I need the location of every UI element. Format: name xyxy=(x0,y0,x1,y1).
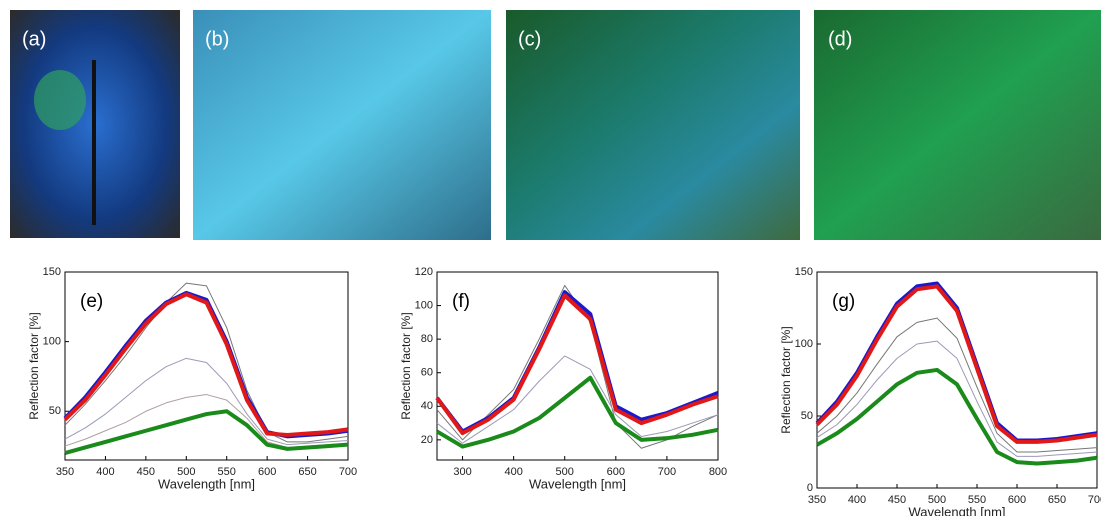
y-tick-label: 100 xyxy=(43,336,61,348)
y-tick-label: 100 xyxy=(795,338,813,350)
panel-label: (e) xyxy=(80,291,103,312)
spectrum-line xyxy=(64,357,349,446)
spectrum-line xyxy=(435,375,719,449)
x-tick-label: 700 xyxy=(339,466,357,478)
x-axis-label: Wavelength [nm] xyxy=(529,476,626,491)
panel-label: (b) xyxy=(205,28,229,50)
y-tick-label: 150 xyxy=(43,266,61,278)
y-tick-label: 80 xyxy=(421,333,433,345)
photo-spot xyxy=(34,70,86,130)
spectrum-line xyxy=(816,340,1098,457)
x-tick-label: 650 xyxy=(1048,494,1066,506)
x-tick-label: 400 xyxy=(96,466,114,478)
y-tick-label: 20 xyxy=(421,434,433,446)
x-tick-label: 400 xyxy=(848,494,866,506)
spectrum-line xyxy=(64,409,349,455)
x-tick-label: 450 xyxy=(137,466,155,478)
y-tick-label: 150 xyxy=(795,266,813,278)
y-tick-label: 120 xyxy=(415,266,433,278)
panel-label: (g) xyxy=(832,291,855,312)
x-tick-label: 500 xyxy=(928,494,946,506)
x-tick-label: 500 xyxy=(556,466,574,478)
panel-label: (c) xyxy=(518,28,541,50)
y-axis-label: Reflection factor [%] xyxy=(779,326,793,433)
x-tick-label: 350 xyxy=(56,466,74,478)
x-tick-label: 500 xyxy=(177,466,195,478)
photo-b xyxy=(193,10,491,240)
x-tick-label: 700 xyxy=(1088,494,1101,506)
plot-frame xyxy=(816,271,1098,489)
y-axis-label: Reflection factor [%] xyxy=(27,312,41,419)
spectrum-line xyxy=(63,292,349,437)
y-tick-label: 0 xyxy=(807,482,813,494)
x-tick-label: 400 xyxy=(504,466,522,478)
spectrum-line xyxy=(436,355,719,444)
spectrum-line xyxy=(815,284,1098,444)
x-tick-label: 300 xyxy=(453,466,471,478)
x-tick-label: 800 xyxy=(709,466,727,478)
spectrum-line xyxy=(816,367,1098,466)
y-axis-label: Reflection factor [%] xyxy=(399,312,413,419)
x-tick-label: 450 xyxy=(888,494,906,506)
x-tick-label: 550 xyxy=(218,466,236,478)
x-axis-label: Wavelength [nm] xyxy=(158,476,255,491)
panel-label: (d) xyxy=(828,28,852,50)
photo-d xyxy=(814,10,1101,240)
photo-seam xyxy=(92,60,96,225)
y-tick-label: 50 xyxy=(49,405,61,417)
y-tick-label: 60 xyxy=(421,367,433,379)
spectrum-line xyxy=(435,293,719,436)
y-tick-label: 40 xyxy=(421,400,433,412)
photo-c xyxy=(506,10,800,240)
spectrum-line xyxy=(816,317,1098,453)
x-axis-label: Wavelength [nm] xyxy=(908,504,1005,516)
spectrum-line xyxy=(64,282,349,443)
panel-label: (f) xyxy=(452,291,470,312)
x-tick-label: 600 xyxy=(607,466,625,478)
y-tick-label: 50 xyxy=(801,410,813,422)
x-tick-label: 600 xyxy=(258,466,276,478)
panel-label: (a) xyxy=(22,28,46,50)
x-tick-label: 600 xyxy=(1008,494,1026,506)
y-tick-label: 100 xyxy=(415,299,433,311)
x-tick-label: 650 xyxy=(298,466,316,478)
x-tick-label: 700 xyxy=(658,466,676,478)
x-tick-label: 550 xyxy=(968,494,986,506)
x-tick-label: 350 xyxy=(808,494,826,506)
